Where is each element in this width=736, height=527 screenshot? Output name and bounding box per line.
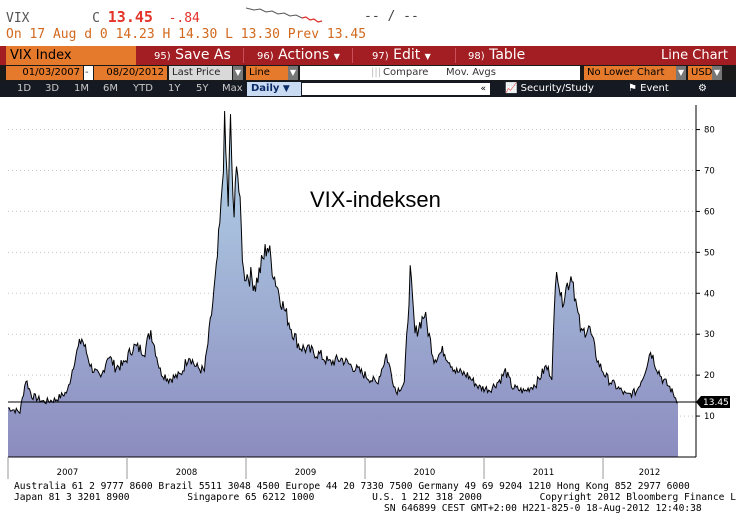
- period-bar: 1D 3D 1M 6M YTD 1Y 5Y Max Daily ▼ « 📈 Se…: [0, 81, 736, 97]
- x-tick-label: 2010: [414, 468, 436, 478]
- compare-bar: [300, 66, 580, 80]
- sparkline-icon: [246, 7, 323, 23]
- x-tick-label: 2011: [533, 468, 555, 478]
- currency-select[interactable]: USD: [688, 66, 712, 80]
- security-search-input[interactable]: «: [302, 83, 490, 95]
- security-title[interactable]: VIX Index: [6, 46, 136, 65]
- event-button[interactable]: ⚑ Event: [628, 81, 669, 97]
- security-study-label: Security/Study: [520, 83, 594, 94]
- chart-icon: 📈: [505, 83, 518, 94]
- start-date-field[interactable]: 01/03/2007: [6, 66, 83, 80]
- period-1d[interactable]: 1D: [17, 83, 32, 94]
- date-separator: -: [84, 66, 93, 80]
- period-3d[interactable]: 3D: [45, 83, 60, 94]
- event-label: Event: [640, 83, 669, 94]
- chevron-down-icon: ▼: [333, 52, 340, 61]
- settings-bar: 01/03/2007 - 08/20/2012 Last Price ▼ Lin…: [0, 65, 736, 81]
- quote-line-2: On 17 Aug d 0 14.23 H 14.30 L 13.30 Prev…: [6, 27, 367, 42]
- actions-label: Actions: [278, 47, 330, 63]
- end-date-field[interactable]: 08/20/2012: [94, 66, 167, 80]
- last-value-label: 13.45: [703, 398, 729, 408]
- period-ytd[interactable]: YTD: [133, 83, 153, 94]
- x-tick-label: 2008: [176, 468, 198, 478]
- last-value-tag: 13.45: [696, 395, 730, 408]
- ticker: VIX: [6, 11, 30, 26]
- period-1y[interactable]: 1Y: [168, 83, 181, 94]
- security-study-button[interactable]: 📈 Security/Study: [505, 81, 594, 97]
- x-tick-label: 2007: [57, 468, 79, 478]
- y-tick-label: 60: [704, 207, 715, 217]
- save-as-label: Save As: [175, 47, 231, 63]
- footer-line-2: Japan 81 3 3201 8900 Singapore 65 6212 1…: [14, 492, 736, 503]
- quote-header: VIX C 13.45 -.84 -- / -- On 17 Aug d 0 1…: [0, 0, 736, 46]
- net-change: -.84: [168, 11, 200, 26]
- y-tick-label: 30: [704, 330, 715, 340]
- mov-avgs-button[interactable]: Mov. Avgs: [446, 67, 496, 78]
- y-axis-ticks: 10 20 30 40 50 60 70 80: [696, 126, 715, 422]
- table-label: Table: [489, 47, 526, 63]
- period-6m[interactable]: 6M: [103, 83, 118, 94]
- y-tick-label: 20: [704, 371, 715, 381]
- footer-line-1: Australia 61 2 9777 8600 Brazil 5511 304…: [14, 481, 690, 492]
- lower-chart-select[interactable]: No Lower Chart: [584, 66, 676, 80]
- chart-type-label: Line Chart: [661, 48, 728, 63]
- quote-line-1: VIX C 13.45 -.84: [6, 8, 200, 26]
- actions-button[interactable]: 96) Actions ▼: [257, 46, 340, 65]
- compare-icon: |||: [371, 67, 382, 78]
- chevron-down-icon[interactable]: ▼: [676, 66, 686, 80]
- save-as-number: 95): [154, 51, 171, 62]
- y-tick-label: 80: [704, 126, 715, 136]
- chevron-down-icon[interactable]: ▼: [233, 66, 243, 80]
- frequency-select[interactable]: Daily ▼: [247, 82, 301, 96]
- bid-ask: -- / --: [364, 9, 419, 24]
- y-tick-label: 40: [704, 289, 715, 299]
- edit-number: 97): [372, 51, 389, 62]
- x-tick-label: 2012: [639, 468, 661, 478]
- period-1m[interactable]: 1M: [74, 83, 89, 94]
- series-area: [8, 111, 678, 457]
- flag-icon: ⚑: [628, 83, 637, 94]
- table-number: 98): [468, 51, 485, 62]
- menu-divider: [455, 48, 456, 63]
- chevron-down-icon: ▼: [424, 52, 431, 61]
- x-tick-label: 2009: [295, 468, 317, 478]
- y-tick-label: 70: [704, 166, 715, 176]
- actions-number: 96): [257, 51, 274, 62]
- price-field-select[interactable]: Last Price: [169, 66, 232, 80]
- close-label: C: [92, 11, 100, 26]
- chevron-down-icon[interactable]: ▼: [712, 66, 722, 80]
- menu-bar: VIX Index 95) Save As 96) Actions ▼ 97) …: [0, 46, 736, 65]
- menu-divider: [352, 48, 353, 63]
- edit-label: Edit: [393, 47, 421, 63]
- period-max[interactable]: Max: [222, 83, 243, 94]
- x-axis-ticks: 2007 2008 2009 2010 2011 2012: [7, 457, 661, 479]
- chart-title: VIX-indeksen: [310, 187, 441, 212]
- vix-chart: 10 20 30 40 50 60 70 80 2007 2008 2009 2010 2011 201…: [0, 97, 736, 480]
- last-price: 13.45: [107, 8, 153, 26]
- menu-divider: [243, 48, 244, 63]
- triangle-down-icon: ▼: [282, 84, 290, 94]
- line-style-select[interactable]: Line: [246, 66, 288, 80]
- frequency-label: Daily: [251, 83, 280, 94]
- y-tick-label: 10: [704, 412, 715, 422]
- save-as-button[interactable]: 95) Save As: [154, 46, 231, 65]
- edit-button[interactable]: 97) Edit ▼: [372, 46, 431, 65]
- table-button[interactable]: 98) Table: [468, 46, 525, 65]
- gear-icon[interactable]: ⚙: [698, 83, 707, 94]
- compare-button[interactable]: Compare: [383, 67, 429, 78]
- series-line: [8, 110, 679, 415]
- period-5y[interactable]: 5Y: [196, 83, 209, 94]
- y-tick-label: 50: [704, 248, 715, 258]
- footer-line-3: SN 646899 CEST GMT+2:00 H221-825-0 18-Au…: [384, 503, 702, 514]
- chevron-down-icon[interactable]: ▼: [288, 66, 298, 80]
